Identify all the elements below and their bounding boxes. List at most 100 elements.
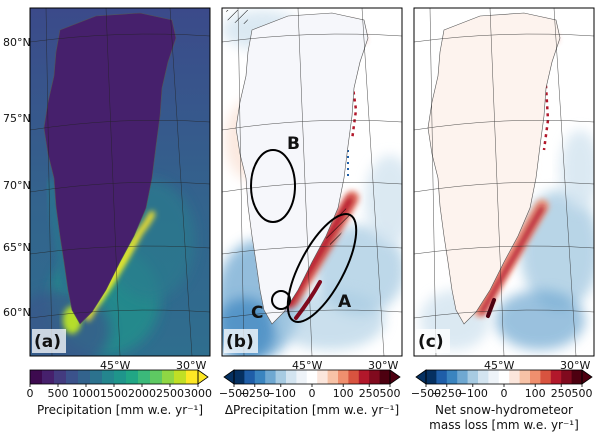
colorbar-swatch <box>114 370 127 384</box>
lat-label-80: 80°N <box>3 36 31 49</box>
colorbar-swatch <box>498 370 510 384</box>
colorbar-tick-label: 100 <box>525 387 546 400</box>
colorbar-swatch <box>174 370 187 384</box>
panel-c: 45°W 30°W (c) <box>413 7 595 372</box>
colorbar-tick-label: −500 <box>219 387 249 400</box>
colorbar-swatch <box>509 370 520 384</box>
lon-label-30w: 30°W <box>176 359 206 372</box>
colorbar-c: −500−250−100 0 100 250 500 <box>411 369 593 400</box>
colorbar-swatch <box>338 370 349 384</box>
colorbar-tick-label: 500 <box>572 387 593 400</box>
lon-label-30w: 30°W <box>368 359 398 372</box>
colorbar-swatch <box>30 370 43 384</box>
colorbar-tick-label: 1500 <box>100 387 128 400</box>
colorbar-extend-max <box>389 369 401 385</box>
colorbar-extend-min <box>223 369 235 385</box>
panel-label-b: (b) <box>226 332 254 352</box>
colorbar-swatch <box>102 370 115 384</box>
colorbar-swatch <box>488 370 500 384</box>
panel-label-a: (a) <box>34 332 61 352</box>
lon-label-30w: 30°W <box>560 359 590 372</box>
colorbar-tick-label: 0 <box>501 387 508 400</box>
colorbar-tick-label: 250 <box>551 387 572 400</box>
colorbar-swatch <box>138 370 151 384</box>
colorbar-swatch <box>234 370 245 384</box>
colorbar-tick-label: 500 <box>380 387 401 400</box>
colorbar-extend-max <box>581 369 593 385</box>
panel-label-c: (c) <box>418 332 444 352</box>
colorbar-a-label: Precipitation [mm w.e. yr⁻¹] <box>37 403 203 417</box>
colorbar-tick-label: 250 <box>359 387 380 400</box>
colorbar-tick-label: −250 <box>432 387 462 400</box>
region-label-c: C <box>251 303 263 323</box>
colorbar-swatch <box>254 370 266 384</box>
colorbar-swatch <box>66 370 79 384</box>
colorbar-b: −500−250−100 0 100 250 500 <box>219 369 401 400</box>
colorbar-tick-label: 500 <box>48 387 69 400</box>
colorbar-swatch <box>126 370 139 384</box>
colorbar-swatch <box>286 370 297 384</box>
colorbar-swatch <box>426 370 437 384</box>
panel-a: 80°N 75°N 70°N 65°N 60°N 45°W 30°W (a) <box>3 7 211 372</box>
colorbar-swatch <box>550 370 562 384</box>
colorbar-swatch <box>358 370 370 384</box>
colorbar-tick-label: −250 <box>240 387 270 400</box>
region-label-b: B <box>287 134 300 154</box>
colorbar-tick-label: −100 <box>458 387 488 400</box>
colorbar-tick-label: −500 <box>411 387 441 400</box>
colorbar-swatch <box>275 370 287 384</box>
colorbar-swatch <box>244 370 256 384</box>
colorbar-swatch <box>348 370 360 384</box>
region-label-a: A <box>338 292 352 312</box>
colorbar-swatch <box>436 370 448 384</box>
colorbar-swatch <box>162 370 175 384</box>
colorbar-swatch <box>296 370 308 384</box>
colorbar-extend-min <box>415 369 427 385</box>
lat-label-60: 60°N <box>3 306 31 319</box>
region-c-outline <box>271 290 291 310</box>
colorbar-swatch <box>571 370 583 384</box>
region-a-outline <box>286 213 358 323</box>
panel-b: A B C 45°W 30°W (b) <box>221 7 403 372</box>
colorbar-swatch <box>467 370 479 384</box>
colorbar-swatch <box>478 370 489 384</box>
lon-label-45w: 45°W <box>100 359 130 372</box>
colorbar-tick-label: 0 <box>27 387 34 400</box>
colorbar-tick-label: 0 <box>309 387 316 400</box>
colorbar-swatch <box>369 370 380 384</box>
colorbar-swatch <box>90 370 103 384</box>
colorbar-swatch <box>78 370 91 384</box>
colorbar-swatch <box>317 370 328 384</box>
colorbar-tick-label: −100 <box>266 387 296 400</box>
colorbar-swatch <box>327 370 339 384</box>
colorbar-swatch <box>265 370 276 384</box>
colorbar-tick-label: 100 <box>333 387 354 400</box>
colorbar-swatch <box>540 370 552 384</box>
colorbar-swatch <box>150 370 163 384</box>
colorbar-swatch <box>186 370 199 384</box>
lat-label-70: 70°N <box>3 179 31 192</box>
colorbar-swatch <box>519 370 531 384</box>
colorbar-c-label-line1: Net snow-hydrometeor <box>435 403 573 417</box>
colorbar-swatch <box>457 370 468 384</box>
colorbar-swatch <box>306 370 318 384</box>
colorbar-swatch <box>446 370 458 384</box>
colorbar-swatch <box>54 370 67 384</box>
colorbar-swatch <box>42 370 55 384</box>
colorbar-b-label: ΔPrecipitation [mm w.e. yr⁻¹] <box>225 403 399 417</box>
colorbar-c-label-line2: mass loss [mm w.e. yr⁻¹] <box>429 418 579 432</box>
colorbar-swatch <box>561 370 572 384</box>
colorbar-tick-label: 1000 <box>72 387 100 400</box>
lat-label-65: 65°N <box>3 241 31 254</box>
colorbar-tick-label: 3000 <box>184 387 212 400</box>
colorbar-swatch <box>379 370 391 384</box>
colorbar-extend-max <box>197 369 209 385</box>
lon-label-45w: 45°W <box>484 359 514 372</box>
region-b-outline <box>250 149 296 223</box>
lat-label-75: 75°N <box>3 112 31 125</box>
lon-label-45w: 45°W <box>292 359 322 372</box>
colorbar-tick-label: 2000 <box>128 387 156 400</box>
colorbar-tick-label: 2500 <box>156 387 184 400</box>
colorbar-swatch <box>530 370 541 384</box>
